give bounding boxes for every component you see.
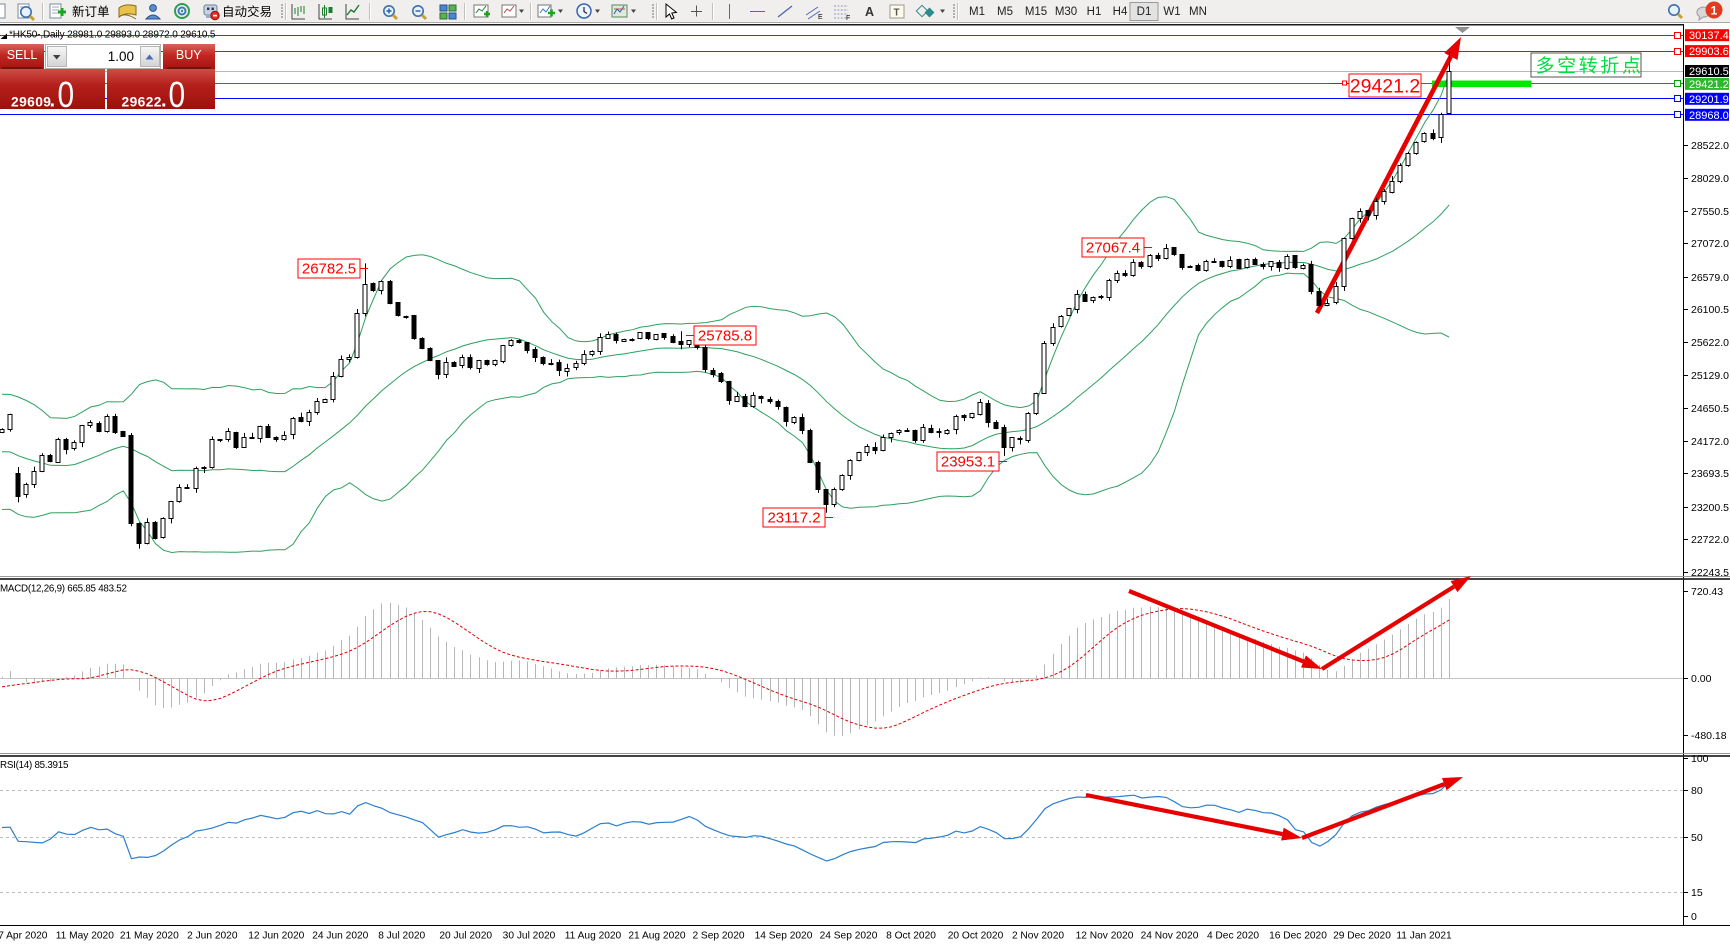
svg-text:F: F	[846, 15, 850, 22]
svg-text:30137.4: 30137.4	[1689, 30, 1729, 42]
svg-text:28968.0: 28968.0	[1689, 110, 1729, 122]
svg-text:26100.5: 26100.5	[1691, 304, 1729, 316]
svg-text:24650.5: 24650.5	[1691, 403, 1729, 415]
svg-text:22243.5: 22243.5	[1691, 567, 1729, 579]
svg-text:29421.2: 29421.2	[1350, 76, 1421, 98]
svg-text:26782.5: 26782.5	[302, 261, 356, 278]
svg-text:8 Jul 2020: 8 Jul 2020	[378, 931, 425, 942]
svg-text:.: .	[50, 90, 56, 110]
svg-text:23117.2: 23117.2	[767, 510, 820, 527]
svg-text:14 Sep 2020: 14 Sep 2020	[755, 931, 813, 942]
svg-text:27067.4: 27067.4	[1086, 240, 1140, 257]
svg-text:0.00: 0.00	[1691, 673, 1712, 685]
svg-text:.: .	[161, 90, 167, 110]
svg-text:E: E	[818, 14, 823, 21]
svg-text:2 Jun 2020: 2 Jun 2020	[187, 931, 238, 942]
svg-text:20 Jul 2020: 20 Jul 2020	[439, 931, 492, 942]
svg-text:29421.2: 29421.2	[1689, 79, 1729, 91]
svg-text:0: 0	[58, 75, 75, 109]
svg-text:11 Aug 2020: 11 Aug 2020	[565, 931, 622, 942]
svg-text:15: 15	[1691, 887, 1703, 899]
svg-text:29201.9: 29201.9	[1689, 94, 1729, 106]
svg-text:720.43: 720.43	[1691, 586, 1723, 598]
svg-text:26579.0: 26579.0	[1691, 272, 1729, 284]
svg-text:23693.5: 23693.5	[1691, 468, 1729, 480]
svg-text:100: 100	[1691, 753, 1709, 765]
svg-text:16 Dec 2020: 16 Dec 2020	[1269, 931, 1327, 942]
svg-text:23200.5: 23200.5	[1691, 502, 1729, 514]
svg-text:21 Aug 2020: 21 Aug 2020	[628, 931, 686, 942]
svg-text:21 May 2020: 21 May 2020	[120, 931, 179, 942]
svg-text:M1: M1	[969, 6, 985, 18]
svg-text:M30: M30	[1055, 6, 1077, 18]
svg-text:T: T	[894, 8, 900, 19]
svg-text:MN: MN	[1189, 6, 1207, 18]
svg-text:RSI(14) 85.3915: RSI(14) 85.3915	[0, 760, 69, 771]
svg-text:4 Dec 2020: 4 Dec 2020	[1207, 931, 1259, 942]
svg-text:H1: H1	[1087, 6, 1102, 18]
svg-text:D1: D1	[1137, 6, 1152, 18]
svg-text:0: 0	[1691, 911, 1697, 923]
svg-text:29609: 29609	[11, 95, 51, 110]
svg-text:30 Jul 2020: 30 Jul 2020	[503, 931, 556, 942]
svg-text:25129.0: 25129.0	[1691, 370, 1729, 382]
svg-text:22722.0: 22722.0	[1691, 534, 1729, 546]
svg-text:23953.1: 23953.1	[941, 454, 995, 471]
svg-text:28029.0: 28029.0	[1691, 173, 1729, 185]
svg-text:M15: M15	[1025, 6, 1047, 18]
svg-text:12 Jun 2020: 12 Jun 2020	[248, 931, 304, 942]
svg-text:24 Jun 2020: 24 Jun 2020	[312, 931, 368, 942]
svg-text:80: 80	[1691, 785, 1703, 797]
svg-text:20 Oct 2020: 20 Oct 2020	[948, 931, 1004, 942]
svg-text:W1: W1	[1163, 6, 1180, 18]
svg-text:27550.5: 27550.5	[1691, 206, 1729, 218]
svg-text:12 Nov 2020: 12 Nov 2020	[1076, 931, 1134, 942]
svg-text:11 May 2020: 11 May 2020	[56, 931, 114, 942]
svg-text:27072.0: 27072.0	[1691, 238, 1729, 250]
svg-text:0: 0	[169, 75, 186, 109]
svg-text:24 Nov 2020: 24 Nov 2020	[1141, 931, 1199, 942]
svg-text:A: A	[865, 5, 874, 19]
svg-text:11 Jan 2021: 11 Jan 2021	[1396, 931, 1452, 942]
svg-text:29610.5: 29610.5	[1689, 66, 1729, 78]
svg-text:8 Oct 2020: 8 Oct 2020	[886, 931, 936, 942]
svg-text:MACD(12,26,9) 665.85 483.52: MACD(12,26,9) 665.85 483.52	[0, 584, 127, 595]
svg-text:24 Sep 2020: 24 Sep 2020	[820, 931, 878, 942]
svg-text:-480.18: -480.18	[1691, 730, 1727, 742]
svg-text:29622: 29622	[122, 95, 162, 110]
svg-text:25785.8: 25785.8	[698, 328, 752, 345]
svg-text:M5: M5	[997, 6, 1013, 18]
svg-text:1: 1	[1711, 4, 1718, 18]
svg-text:2 Sep 2020: 2 Sep 2020	[692, 931, 744, 942]
svg-text:*HK50-,Daily 28981.0 29893.0: *HK50-,Daily 28981.0 29893.0 28972.0 296…	[9, 30, 216, 41]
svg-text:29903.6: 29903.6	[1689, 46, 1729, 58]
svg-text:24172.0: 24172.0	[1691, 436, 1729, 448]
svg-text:25622.0: 25622.0	[1691, 337, 1729, 349]
svg-text:2 Nov 2020: 2 Nov 2020	[1012, 931, 1064, 942]
svg-text:29 Dec 2020: 29 Dec 2020	[1333, 931, 1391, 942]
svg-text:H4: H4	[1113, 6, 1128, 18]
svg-text:27 Apr 2020: 27 Apr 2020	[0, 931, 48, 942]
svg-text:28522.0: 28522.0	[1691, 140, 1729, 152]
svg-text:50: 50	[1691, 832, 1703, 844]
